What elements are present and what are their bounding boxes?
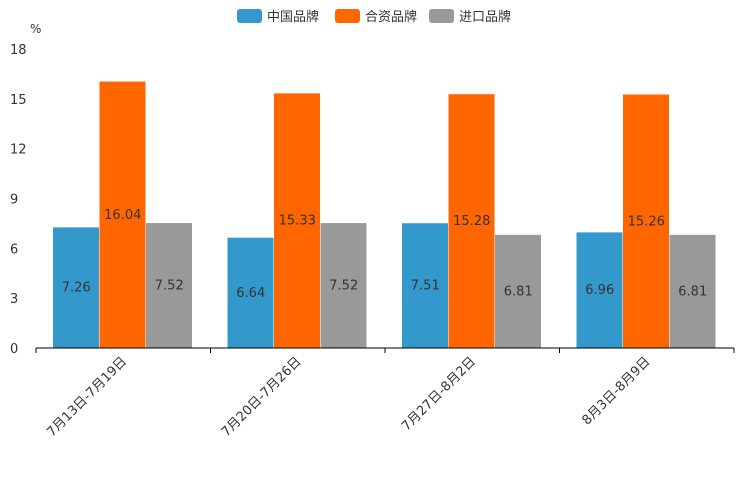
bar-2-1: [99, 81, 146, 349]
bar-1-4: [576, 232, 623, 348]
x-category-label: 7月27日-8月2日: [399, 354, 479, 434]
legend-swatch: [237, 9, 262, 23]
x-axis-categories: 7月13日-7月19日 7月20日-7月26日 7月27日-8月2日 8月3日-8月9…: [44, 354, 653, 440]
legend-label: 合资品牌: [365, 9, 417, 25]
bar-1-1: [53, 227, 99, 348]
legend-label: 进口品牌: [459, 9, 511, 25]
bar-3-4: [669, 234, 716, 348]
y-axis-ticks: 0 3 6 9 12 15 18: [10, 43, 27, 357]
legend-swatch: [429, 9, 454, 23]
data-label: 6.64: [236, 286, 265, 301]
data-label: 15.33: [279, 214, 316, 229]
y-tick-label: 6: [10, 242, 18, 257]
bar-3-3: [495, 234, 541, 348]
data-label: 7.52: [329, 279, 358, 294]
x-category-label: 7月13日-7月19日: [44, 354, 130, 440]
y-tick-label: 12: [10, 143, 27, 158]
bar-3-1: [146, 223, 192, 348]
y-tick-label: 18: [10, 43, 27, 58]
data-label: 6.81: [678, 284, 707, 299]
bar-1-3: [402, 223, 448, 348]
x-category-label: 7月20日-7月26日: [219, 354, 305, 440]
bar-2-4: [623, 94, 669, 349]
y-tick-label: 0: [10, 342, 18, 357]
data-label: 6.81: [504, 284, 533, 299]
data-label: 7.51: [411, 279, 440, 294]
bars: [53, 81, 716, 349]
data-label: 7.26: [62, 281, 91, 296]
legend-swatch: [335, 9, 360, 23]
data-label: 16.04: [104, 208, 141, 223]
data-labels: 7.26 16.04 7.52 6.64 15.33 7.52 7.51 15.28 6.81 6…: [62, 208, 707, 301]
data-label: 15.28: [453, 214, 490, 229]
bar-3-2: [320, 223, 367, 348]
x-category-label: 8月3日-8月9日: [579, 354, 653, 428]
bar-2-3: [448, 94, 495, 348]
y-tick-label: 15: [10, 93, 27, 108]
bar-1-2: [227, 237, 274, 348]
y-tick-label: 9: [10, 193, 18, 208]
x-axis-ticks: [35, 348, 735, 353]
bar-2-2: [274, 93, 320, 348]
y-tick-label: 3: [10, 292, 18, 307]
legend: 中国品牌 合资品牌 进口品牌: [237, 9, 511, 25]
legend-label: 中国品牌: [267, 9, 319, 25]
y-axis-unit: %: [30, 22, 41, 36]
data-label: 6.96: [585, 283, 614, 298]
data-label: 15.26: [628, 214, 665, 229]
data-label: 7.52: [155, 279, 184, 294]
